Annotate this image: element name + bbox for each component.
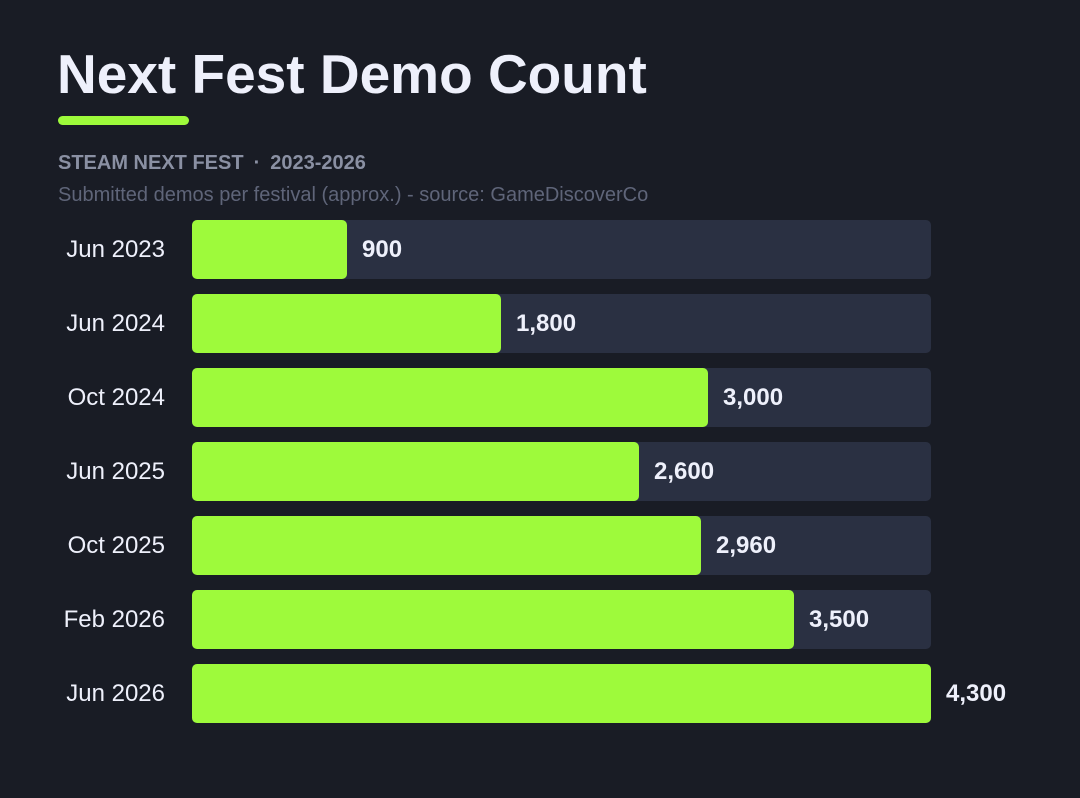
bar (192, 442, 639, 501)
chart-title: Next Fest Demo Count (57, 43, 647, 105)
bar (192, 294, 501, 353)
kicker-separator: · (253, 152, 261, 174)
chart-subtitle: Submitted demos per festival (approx.) -… (58, 184, 649, 206)
value-label: 3,500 (809, 605, 870, 633)
category-label: Oct 2024 (67, 383, 165, 411)
value-label: 2,600 (654, 457, 715, 485)
category-label: Jun 2026 (66, 679, 165, 707)
category-label: Jun 2023 (66, 235, 165, 263)
kicker-years: 2023-2026 (270, 152, 366, 174)
title-underline (58, 116, 189, 125)
bar (192, 516, 701, 575)
value-label: 1,800 (516, 309, 577, 337)
category-label: Feb 2026 (63, 605, 165, 633)
category-label: Jun 2024 (66, 309, 165, 337)
category-label: Oct 2025 (67, 531, 165, 559)
value-label: 900 (362, 235, 403, 263)
value-label: 4,300 (946, 679, 1007, 707)
bar (192, 590, 794, 649)
bar (192, 664, 931, 723)
bar (192, 368, 708, 427)
bar (192, 220, 347, 279)
kicker-event: STEAM NEXT FEST (58, 152, 244, 174)
category-label: Jun 2025 (66, 457, 165, 485)
chart-kicker: STEAM NEXT FEST · 2023-2026 (58, 151, 366, 175)
value-label: 3,000 (723, 383, 784, 411)
value-label: 2,960 (716, 531, 777, 559)
